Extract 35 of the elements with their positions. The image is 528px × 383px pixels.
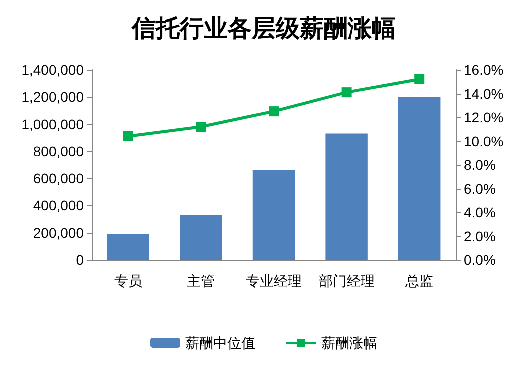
point	[414, 74, 425, 84]
y2-tick-label: 10.0%	[464, 133, 504, 150]
y2-tick-label: 2.0%	[464, 228, 496, 244]
bar	[326, 134, 368, 260]
bar	[398, 97, 441, 260]
x-tick-label: 专员	[114, 273, 142, 289]
y-tick-label: 1,200,000	[22, 89, 84, 106]
y-tick-label: 400,000	[33, 198, 84, 214]
y-tick-label: 0	[76, 252, 84, 268]
point	[269, 106, 279, 117]
y2-tick-label: 0.0%	[464, 252, 496, 268]
point	[196, 122, 206, 132]
y2-tick-label: 8.0%	[464, 157, 496, 173]
y-tick-label: 600,000	[33, 170, 84, 187]
point	[123, 132, 134, 142]
legend-label: 薪酬涨幅	[322, 335, 378, 351]
x-tick-label: 总监	[404, 273, 434, 289]
y2-tick-label: 16.0%	[464, 62, 504, 78]
bar	[180, 215, 222, 260]
y-tick-label: 200,000	[33, 224, 84, 241]
bar	[252, 170, 296, 260]
x-tick-label: 部门经理	[318, 273, 375, 289]
y2-tick-label: 12.0%	[464, 110, 504, 126]
point	[342, 88, 352, 98]
chart-title: 信托行业各层级薪酬涨幅	[131, 16, 396, 42]
y-tick-label: 1,400,000	[22, 62, 84, 78]
y-tick-label: 800,000	[33, 143, 84, 160]
y2-tick-label: 6.0%	[464, 180, 496, 197]
legend-label: 薪酬中位值	[186, 335, 256, 351]
bar	[107, 234, 150, 260]
x-tick-label: 专业经理	[246, 273, 302, 289]
y-tick-label: 1,000,000	[22, 116, 84, 132]
y2-tick-label: 4.0%	[464, 204, 496, 220]
y2-tick-label: 14.0%	[464, 86, 504, 102]
x-tick-label: 主管	[187, 273, 216, 289]
